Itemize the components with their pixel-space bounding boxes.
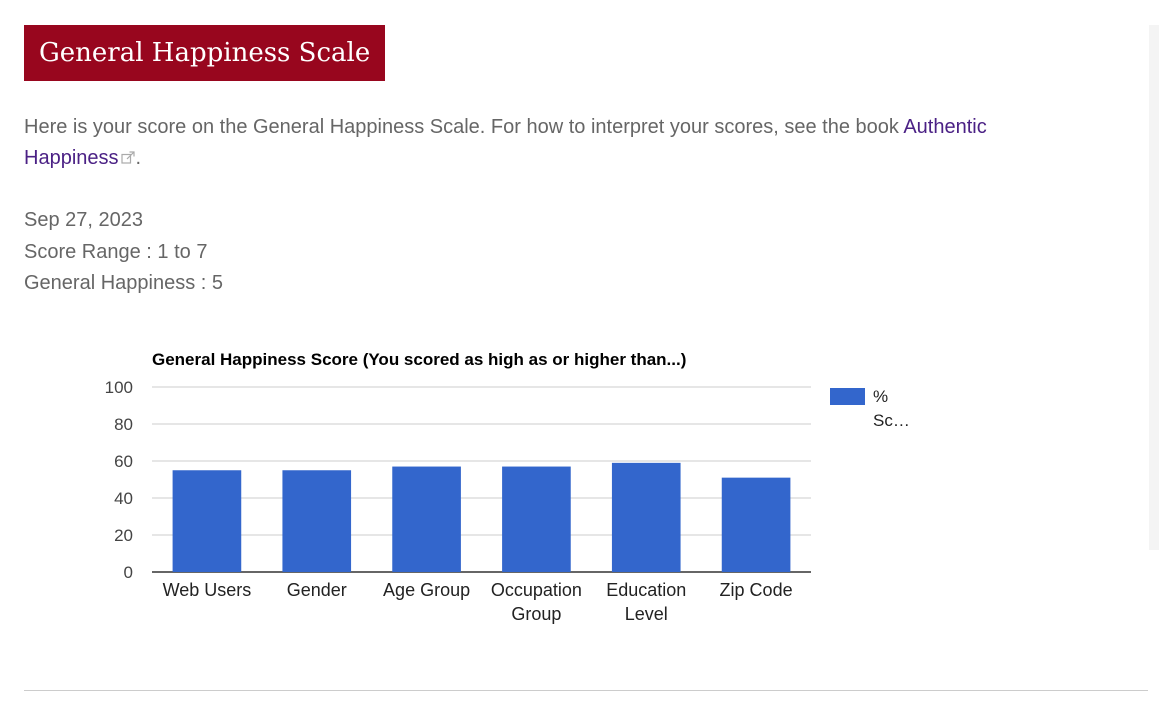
chart-bar[interactable] [502,466,571,572]
result-summary: Sep 27, 2023 Score Range : 1 to 7 Genera… [24,205,223,300]
bottom-divider [24,690,1148,691]
y-tick-label: 20 [114,526,133,545]
authentic-happiness-link-label: Authentic Happiness [24,116,987,169]
x-category-label: Level [625,604,668,624]
chart-legend: % Sc… [830,387,910,430]
chart-bar[interactable] [392,466,461,572]
chart-bar[interactable] [611,462,681,572]
legend-label: Sc… [873,411,910,430]
chart-bar[interactable] [172,470,242,572]
y-tick-label: 100 [105,378,133,397]
x-category-label: Age Group [383,580,470,600]
y-tick-label: 40 [114,489,133,508]
chart-bars [172,462,791,572]
vertical-scrollbar[interactable] [1149,25,1159,550]
x-category-label: Web Users [163,580,252,600]
legend-label: % [873,387,888,406]
x-category-label: Education [606,580,686,600]
x-category-label: Occupation [491,580,582,600]
score-range: Score Range : 1 to 7 [24,240,208,263]
y-tick-label: 80 [114,415,133,434]
x-category-label: Gender [287,580,347,600]
intro-text: Here is your score on the General Happin… [24,116,904,138]
y-tick-label: 60 [114,452,133,471]
page-title: General Happiness Scale [24,25,386,81]
external-link-icon [120,143,136,174]
x-category-label: Zip Code [720,580,793,600]
general-happiness-score: General Happiness : 5 [24,272,224,294]
y-tick-label: 0 [124,563,133,582]
chart-title: General Happiness Score (You scored as h… [152,350,686,369]
chart-x-labels: Web Users Gender Age Group Occupation Group E… [163,580,793,624]
authentic-happiness-link[interactable]: Authentic Happiness [24,116,987,169]
intro-paragraph: Here is your score on the General Happin… [24,112,1084,174]
chart-bar[interactable] [721,477,791,572]
chart-y-ticks: 0 20 40 60 80 100 [105,378,133,582]
chart-gridlines [152,386,811,573]
x-category-label: Group [511,604,561,624]
result-date: Sep 27, 2023 [24,209,143,231]
intro-period: . [135,147,142,169]
legend-swatch [830,388,865,405]
chart-bar[interactable] [282,470,352,572]
